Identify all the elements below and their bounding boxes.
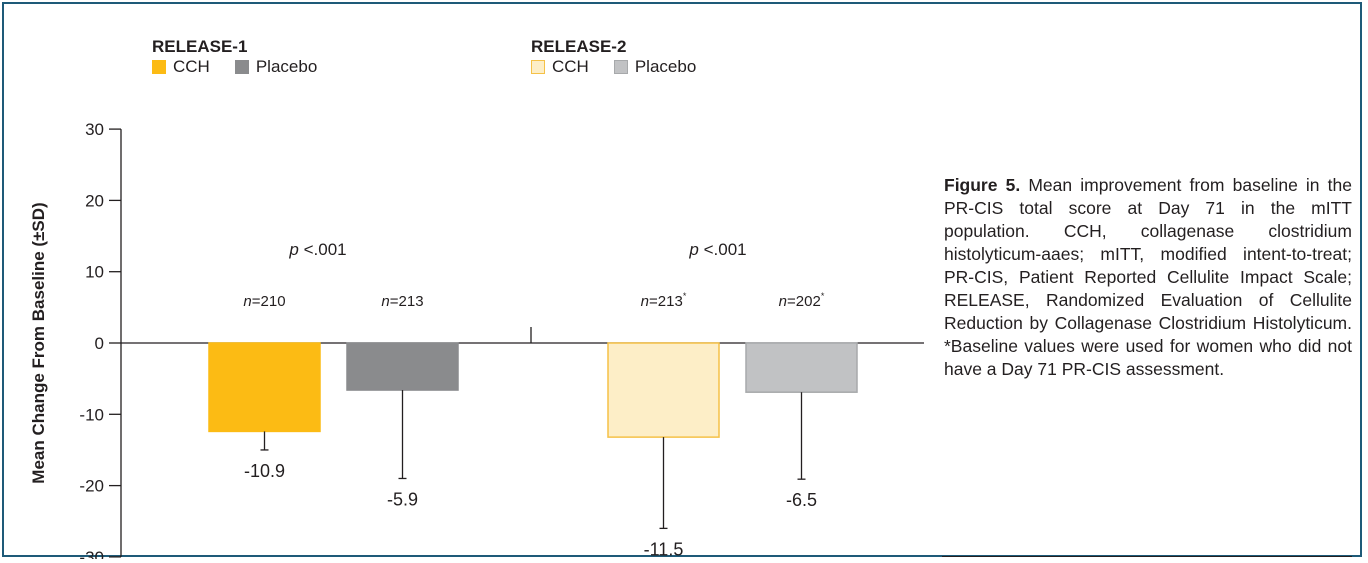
n-label: n=213 — [381, 293, 423, 310]
legend-label-placebo: Placebo — [634, 57, 697, 76]
legend-label-cch: CCH — [173, 57, 210, 76]
y-tick-label: 0 — [95, 334, 104, 353]
placebo-swatch — [234, 60, 249, 74]
bar-value-label: -11.5 — [644, 539, 684, 559]
bar-release-1-cch — [208, 342, 321, 433]
cch-swatch — [531, 60, 545, 74]
n-label: n=202* — [779, 291, 825, 310]
p-value-label: p <.001 — [288, 240, 346, 259]
y-tick-label: 30 — [85, 120, 104, 139]
legend-label-placebo: Placebo — [255, 57, 318, 76]
y-tick-label: -10 — [79, 405, 104, 424]
legend-label-cch: CCH — [552, 57, 589, 76]
n-label: n=213* — [641, 291, 687, 310]
placebo-swatch — [613, 60, 628, 74]
bar-release-1-placebo — [346, 342, 459, 391]
y-tick-label: -30 — [79, 548, 104, 559]
caption-label: Figure 5. — [944, 175, 1021, 195]
legend-group-title: RELEASE-1 — [152, 37, 248, 56]
y-tick-label: 20 — [85, 191, 104, 210]
y-tick-label: -20 — [79, 477, 104, 496]
legend-release-1: RELEASE-1 CCH Placebo — [152, 37, 342, 77]
bar-release-2-cch — [607, 342, 720, 438]
p-value-label: p <.001 — [688, 240, 746, 259]
legend-release-2: RELEASE-2 CCH Placebo — [531, 37, 721, 77]
caption-text: Mean improvement from baseline in the PR… — [944, 175, 1352, 379]
bar-chart: 30 20 10 0 -10 -20 -30 Mean Change From Baselin… — [29, 120, 924, 559]
bar-value-label: -6.5 — [786, 490, 817, 510]
y-axis-title: Mean Change From Baseline (±SD) — [29, 202, 48, 483]
bar-release-2-placebo — [745, 342, 858, 393]
bar-value-label: -10.9 — [244, 461, 285, 481]
n-label: n=210 — [243, 293, 285, 310]
figure-caption: Figure 5. Mean improvement from baseline… — [944, 174, 1352, 381]
bar-value-label: -5.9 — [387, 489, 418, 509]
y-tick-label: 10 — [85, 263, 104, 282]
caption-rule — [942, 556, 1352, 557]
cch-swatch — [152, 60, 166, 74]
legend-group-title: RELEASE-2 — [531, 37, 627, 56]
